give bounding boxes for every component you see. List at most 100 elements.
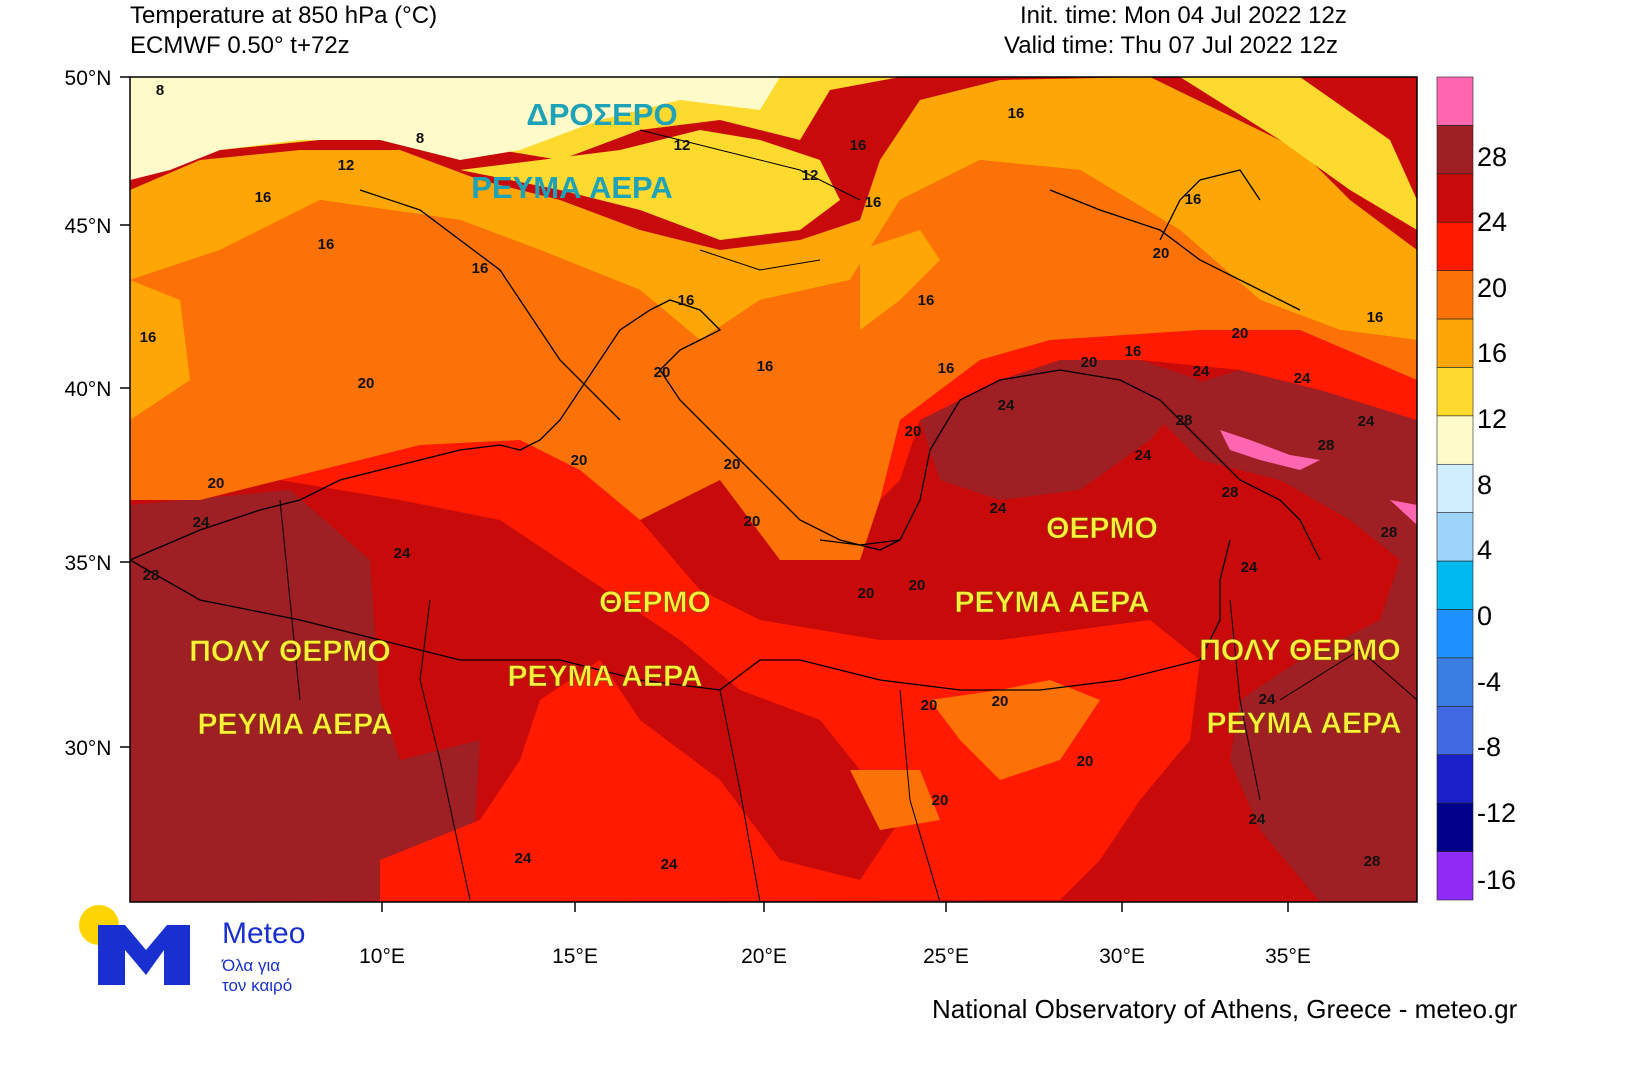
field-16-band xyxy=(130,160,1417,560)
colorbar-label: 0 xyxy=(1477,601,1492,631)
annotation-very-warm-west: ΠΟΛΥ ΘΕΡΜΟ xyxy=(189,635,391,668)
field-20-south xyxy=(280,440,1200,902)
colorbar-swatch xyxy=(1436,609,1474,659)
contour-label: 12 xyxy=(802,167,819,184)
contour-label: 16 xyxy=(318,236,335,253)
colorbar-swatch xyxy=(1436,318,1474,368)
colorbar-swatch xyxy=(1436,851,1474,901)
contour-label: 20 xyxy=(905,423,922,440)
colorbar-swatch xyxy=(1436,76,1474,126)
field-16-libya xyxy=(930,680,1100,780)
contour-label: 20 xyxy=(1081,354,1098,371)
contour-label: 20 xyxy=(571,452,588,469)
contour-label: 16 xyxy=(678,292,695,309)
borders xyxy=(279,129,1417,902)
colorbar-swatch xyxy=(1436,560,1474,610)
contour-label: 16 xyxy=(1367,309,1384,326)
contour-label: 16 xyxy=(865,194,882,211)
contour-label: 24 xyxy=(394,545,411,562)
colorbar-label: 12 xyxy=(1477,404,1507,434)
contour-label: 24 xyxy=(1259,691,1276,708)
contour-label: 16 xyxy=(757,358,774,375)
contour-label: 20 xyxy=(992,693,1009,710)
lon-ticks xyxy=(381,902,1289,912)
contour-label: 16 xyxy=(1185,191,1202,208)
colorbar-swatch xyxy=(1436,754,1474,804)
lat-label-40: 40°N xyxy=(65,378,112,401)
contour-label: 20 xyxy=(1153,245,1170,262)
contour-label: 24 xyxy=(1241,559,1258,576)
footer-credit: National Observatory of Athens, Greece -… xyxy=(932,994,1518,1024)
lon-label-35: 35°E xyxy=(1265,945,1311,968)
field-28-east xyxy=(1140,370,1417,902)
contour-label: 16 xyxy=(850,137,867,154)
contour-label: 28 xyxy=(143,567,160,584)
contour-label: 20 xyxy=(358,375,375,392)
contour-label: 20 xyxy=(1232,325,1249,342)
colorbar-label: 8 xyxy=(1477,470,1492,500)
colorbar-label: -12 xyxy=(1477,798,1516,828)
contour-label: 16 xyxy=(938,360,955,377)
field-12-band xyxy=(130,77,1417,340)
contour-label: 16 xyxy=(255,189,272,206)
annotation-airflow-east: ΡΕΥΜΑ ΑΕΡΑ xyxy=(954,586,1149,619)
map-title: Temperature at 850 hPa (°C) xyxy=(130,2,438,29)
temperature-field xyxy=(130,77,1417,902)
lon-label-20: 20°E xyxy=(741,945,787,968)
annotation-airflow-center: ΡΕΥΜΑ ΑΕΡΑ xyxy=(507,660,702,693)
contour-labels: 8 8 12 12 12 16 16 16 16 16 16 16 16 16 16 16 16 16 20 20 20… xyxy=(140,82,1398,873)
valid-time: Valid time: Thu 07 Jul 2022 12z xyxy=(1004,32,1338,59)
annotation-very-warm-far-east: ΠΟΛΥ ΘΕΡΜΟ xyxy=(1199,634,1401,667)
contour-label: 28 xyxy=(1222,484,1239,501)
lat-ticks xyxy=(120,76,130,748)
contour-label: 20 xyxy=(654,364,671,381)
contour-label: 12 xyxy=(674,137,691,154)
lon-label-15: 15°E xyxy=(552,945,598,968)
colorbar-swatch xyxy=(1436,221,1474,271)
colorbar-swatch xyxy=(1436,173,1474,223)
contour-label: 16 xyxy=(140,329,157,346)
colorbar-label: 24 xyxy=(1477,207,1507,237)
field-32-spot-2 xyxy=(1390,500,1417,525)
annotation-airflow-far-east: ΡΕΥΜΑ ΑΕΡΑ xyxy=(1206,707,1401,740)
contour-label: 24 xyxy=(1135,447,1152,464)
annotation-cooler: ΔΡΟΣΕΡΟ xyxy=(526,97,677,132)
field-28-west xyxy=(130,490,480,902)
lon-label-10: 10°E xyxy=(359,945,405,968)
contour-label: 24 xyxy=(1249,811,1266,828)
colorbar-swatch xyxy=(1436,657,1474,707)
contour-label: 20 xyxy=(921,697,938,714)
lat-label-45: 45°N xyxy=(65,215,112,238)
contour-label: 24 xyxy=(998,397,1015,414)
annotation-warm-east: ΘΕΡΜΟ xyxy=(1046,512,1158,545)
colorbar-swatch xyxy=(1436,367,1474,417)
contour-label: 28 xyxy=(1318,437,1335,454)
contour-label: 20 xyxy=(1077,753,1094,770)
meteo-brand: Meteo xyxy=(222,917,306,950)
field-16-libya-2 xyxy=(850,770,940,830)
lon-label-25: 25°E xyxy=(923,945,969,968)
contour-label: 16 xyxy=(472,260,489,277)
colorbar-swatch xyxy=(1436,802,1474,852)
colorbar-swatch xyxy=(1436,512,1474,562)
coastlines xyxy=(130,169,1321,691)
annotation-cool-airflow: ΡΕΥΜΑ ΑΕΡΑ xyxy=(471,170,673,205)
contour-label: 20 xyxy=(858,585,875,602)
field-32-spot xyxy=(1220,430,1320,470)
contour-label: 24 xyxy=(1294,370,1311,387)
contour-label: 24 xyxy=(193,514,210,531)
contour-label: 24 xyxy=(1193,363,1210,380)
init-time: Init. time: Mon 04 Jul 2022 12z xyxy=(1020,2,1347,29)
colorbar-label: -8 xyxy=(1477,732,1501,762)
colorbar-swatch xyxy=(1436,125,1474,175)
meteo-tagline-1: Όλα για xyxy=(222,956,281,975)
colorbar-label: -16 xyxy=(1477,865,1516,895)
contour-label: 20 xyxy=(909,577,926,594)
colorbar-label: 20 xyxy=(1477,273,1507,303)
map-frame xyxy=(129,76,1418,903)
colorbar-label: 4 xyxy=(1477,535,1492,565)
lat-label-35: 35°N xyxy=(65,552,112,575)
contour-label: 20 xyxy=(744,513,761,530)
colorbar-label: 28 xyxy=(1477,142,1507,172)
